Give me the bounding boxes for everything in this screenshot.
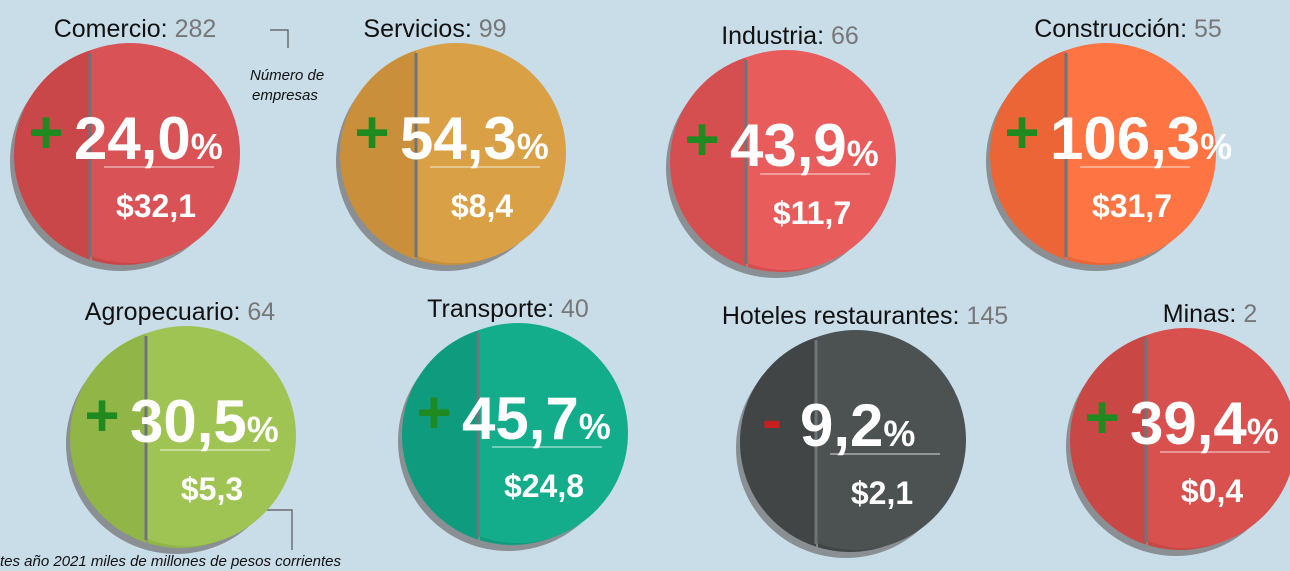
sector-title: Construcción: 55 — [1034, 15, 1222, 43]
sector: Agropecuario: 64+ 30,5%$5,3 — [66, 298, 296, 554]
sector-name: Servicios: — [363, 15, 471, 43]
growth-sign: + — [684, 106, 719, 173]
company-count: 2 — [1243, 300, 1257, 328]
growth-value: 30,5 — [130, 388, 247, 455]
company-count: 145 — [966, 302, 1008, 330]
percent-sign: % — [883, 413, 915, 454]
note: tes año 2021 miles de millones de pesos … — [0, 553, 342, 570]
sales: $0,4 — [1181, 473, 1243, 509]
sector-title: Transporte: 40 — [427, 295, 589, 323]
sector-name: Agropecuario: — [85, 298, 241, 326]
percent-sign: % — [847, 133, 879, 174]
sector-name: Comercio: — [54, 15, 168, 43]
company-count: 282 — [175, 15, 217, 43]
company-count: 66 — [831, 22, 859, 50]
sector-title: Servicios: 99 — [363, 15, 506, 43]
sector-name: Transporte: — [427, 295, 554, 323]
sector: Construcción: 55 + 106,3% $31,7 — [986, 15, 1232, 271]
growth: 45,7% — [462, 385, 611, 452]
growth-value: 24,0 — [74, 105, 191, 172]
growth: 106,3% — [1050, 105, 1232, 172]
sales: $11,7 — [773, 195, 851, 231]
sector-title: Agropecuario: 64 — [85, 298, 276, 326]
note: Número de — [250, 67, 324, 84]
growth-sign: + — [28, 99, 63, 166]
company-count: 40 — [561, 295, 589, 323]
percent-sign: % — [247, 409, 279, 450]
company-count: 55 — [1194, 15, 1222, 43]
circle-right — [90, 43, 240, 263]
sector: Industria: 66 + 43,9% $11,7 — [666, 22, 896, 278]
growth-value: 54,3 — [400, 105, 517, 172]
circle-right — [1066, 43, 1216, 263]
sector-name: Hoteles restaurantes: — [722, 302, 960, 330]
growth-value: 43,9 — [730, 112, 847, 179]
sector: Transporte: 40 + 45,7% $24,8 — [398, 295, 628, 551]
growth: 43,9% — [730, 112, 879, 179]
growth-sign: + — [84, 382, 119, 449]
percent-sign: % — [1247, 411, 1279, 452]
percent-sign: % — [517, 126, 549, 167]
growth-value: 9,2 — [800, 392, 883, 459]
sector: Comercio: 282 + 24,0% $32,1 — [10, 15, 240, 271]
growth-value: 39,4 — [1130, 390, 1247, 457]
percent-sign: % — [191, 126, 223, 167]
circle-right — [146, 326, 296, 546]
sector-title: Hoteles restaurantes: 145 — [722, 302, 1008, 330]
growth-sign: + — [1084, 384, 1119, 451]
circle-right — [746, 50, 896, 270]
sector-title: Comercio: 282 — [54, 15, 217, 43]
growth: 24,0% — [74, 105, 223, 172]
sales: $8,4 — [451, 188, 513, 224]
growth-sign: + — [1004, 99, 1039, 166]
growth: 39,4% — [1130, 390, 1279, 457]
growth: 9,2% — [800, 392, 915, 459]
sector-name: Industria: — [721, 22, 824, 50]
bracket — [262, 509, 293, 550]
growth-sign: + — [416, 379, 451, 446]
company-count: 99 — [479, 15, 507, 43]
company-count: 64 — [247, 298, 275, 326]
sector-name: Construcción: — [1034, 15, 1187, 43]
percent-sign: % — [1200, 126, 1232, 167]
circle-right — [816, 330, 966, 550]
note: empresas — [252, 87, 318, 104]
sales: $5,3 — [181, 471, 243, 507]
growth: 54,3% — [400, 105, 549, 172]
growth: 30,5% — [130, 388, 279, 455]
growth-sign: - — [762, 386, 782, 453]
sector-title: Industria: 66 — [721, 22, 859, 50]
sales: $31,7 — [1092, 188, 1172, 224]
circle-right — [416, 43, 566, 263]
sector: Servicios: 99+ 54,3%$8,4 — [336, 15, 566, 271]
circle-right — [478, 323, 628, 543]
sector-title: Minas: 2 — [1163, 300, 1258, 328]
growth-value: 45,7 — [462, 385, 579, 452]
bracket — [270, 29, 289, 48]
sales: $2,1 — [851, 475, 913, 511]
sector: Minas: 2+ 39,4%$0,4 — [1066, 300, 1290, 556]
circle-right — [1146, 328, 1290, 548]
sales: $24,8 — [504, 468, 584, 504]
sector: Hoteles restaurantes: 145 - 9,2% $2,1 — [722, 302, 1008, 558]
growth-value: 106,3 — [1050, 105, 1200, 172]
growth-sign: + — [354, 99, 389, 166]
percent-sign: % — [579, 406, 611, 447]
sales: $32,1 — [116, 188, 196, 224]
sector-name: Minas: — [1163, 300, 1237, 328]
